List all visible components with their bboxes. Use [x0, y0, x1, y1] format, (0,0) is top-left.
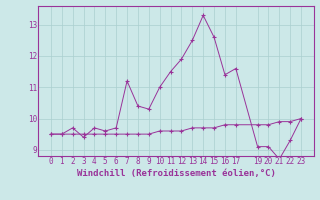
- X-axis label: Windchill (Refroidissement éolien,°C): Windchill (Refroidissement éolien,°C): [76, 169, 276, 178]
